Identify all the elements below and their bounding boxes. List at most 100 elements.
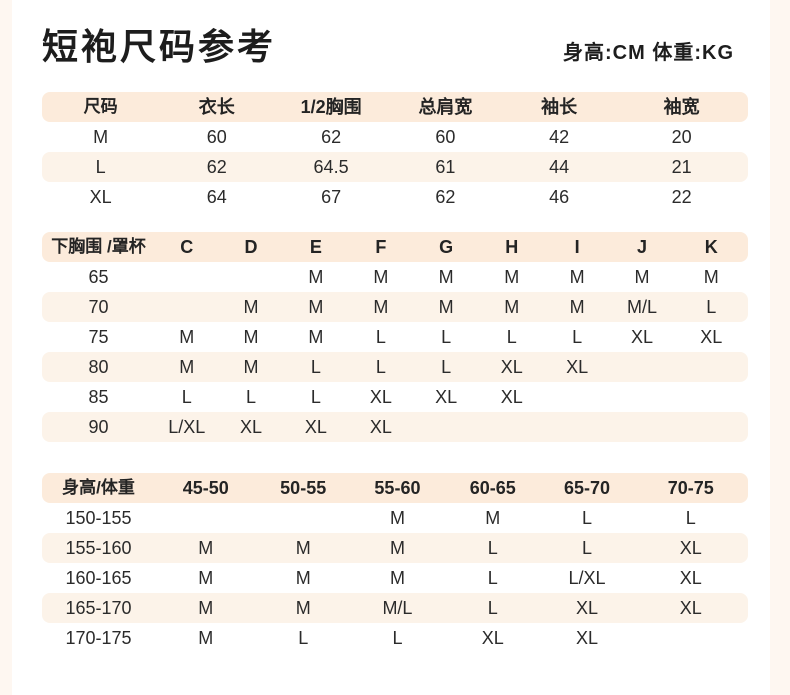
size-cell: XL — [500, 387, 523, 408]
size-cell: L — [413, 352, 479, 383]
column-header: H — [478, 232, 545, 263]
size-cell: L — [674, 292, 748, 323]
size-cell: XL — [369, 387, 392, 408]
size-cell: 64 — [206, 187, 227, 208]
table-row: 90 L/XL XL XL XL — [42, 412, 748, 443]
column-header: C — [154, 232, 219, 263]
column-header: 袖长 — [502, 92, 616, 123]
size-cell: L — [245, 387, 256, 408]
size-cell: L — [441, 327, 452, 348]
size-cell: L — [375, 327, 386, 348]
size-cell — [609, 412, 675, 443]
table-row: XL 64 67 62 46 22 — [42, 182, 748, 212]
size-cell: M — [544, 292, 610, 323]
size-cell — [544, 412, 610, 443]
size-cell: L — [348, 352, 414, 383]
underbust-cup-table: 下胸围 /罩杯 C D E F G H I J K 65 M M M M M M M 70 M M M M M M M/L L 75 M… — [42, 232, 748, 443]
size-cell: L — [506, 327, 517, 348]
size-cell: M — [243, 327, 259, 348]
size-cell: M — [308, 267, 324, 288]
unit-note: 身高:CM 体重:KG — [563, 42, 734, 64]
size-cell: XL — [218, 412, 284, 443]
row-label: 80 — [42, 352, 155, 383]
size-chart-card: 短袍尺码参考 身高:CM 体重:KG 尺码 衣长 1/2胸围 总肩宽 袖长 袖宽 M 60 62… — [12, 0, 770, 695]
table-row: 150-155 M M L L — [42, 503, 748, 533]
size-cell: XL — [481, 628, 504, 649]
garment-measurements-table: 尺码 衣长 1/2胸围 总肩宽 袖长 袖宽 M 60 62 60 42 20 L 62 64.5 61 44 21… — [42, 92, 748, 212]
size-cell: M — [438, 267, 454, 288]
size-cell: M — [154, 593, 257, 624]
size-cell: M — [198, 628, 214, 649]
column-header: 下胸围 /罩杯 — [42, 232, 155, 263]
size-cell: M — [389, 508, 405, 529]
size-cell: L/XL — [568, 568, 606, 589]
size-cell — [218, 262, 283, 292]
size-cell — [155, 262, 219, 292]
size-cell: M — [283, 292, 349, 323]
size-cell: 60 — [435, 127, 456, 148]
size-cell: M/L — [609, 292, 675, 323]
size-cell — [413, 412, 479, 443]
size-cell: XL — [540, 593, 634, 624]
size-cell — [155, 503, 257, 533]
row-label: 90 — [42, 412, 155, 443]
table-row: 85 L L L XL XL XL — [42, 382, 748, 412]
size-cell: L — [445, 593, 541, 624]
size-cell: M — [198, 568, 214, 589]
table-row: 165-170 M M M/L L XL XL — [42, 593, 748, 624]
size-cell: M — [703, 267, 719, 288]
size-cell: L — [181, 387, 192, 408]
size-cell: M — [413, 292, 479, 323]
size-cell: 20 — [671, 127, 692, 148]
size-cell: M — [295, 568, 311, 589]
size-cell: M — [256, 593, 350, 624]
column-header: 1/2胸围 — [274, 92, 388, 123]
size-cell: 21 — [615, 152, 748, 183]
column-header: F — [348, 232, 414, 263]
column-header: 70-75 — [633, 473, 748, 504]
column-header: E — [283, 232, 349, 263]
size-cell: XL — [633, 533, 748, 564]
size-cell: L — [572, 327, 583, 348]
size-cell: 62 — [435, 187, 456, 208]
row-label: 160-165 — [65, 568, 132, 589]
size-cell — [154, 292, 219, 323]
table-row: 75 M M M L L L L XL XL — [42, 322, 748, 352]
size-cell: XL — [283, 412, 349, 443]
size-cell: XL — [435, 387, 458, 408]
size-cell: XL — [348, 412, 414, 443]
size-cell — [257, 503, 350, 533]
size-cell — [674, 382, 748, 412]
size-cell — [609, 352, 675, 383]
size-cell: L — [298, 628, 309, 649]
column-header: K — [674, 232, 748, 263]
size-cell: 60 — [206, 127, 227, 148]
size-cell: L — [540, 533, 634, 564]
size-cell — [545, 382, 610, 412]
size-cell: XL — [679, 568, 702, 589]
row-label: 85 — [88, 387, 109, 408]
row-label: L — [42, 152, 160, 183]
row-label: 150-155 — [65, 508, 132, 529]
table-row: 70 M M M M M M M/L L — [42, 292, 748, 323]
column-header: 45-50 — [154, 473, 257, 504]
size-cell: M — [389, 568, 405, 589]
column-header: 身高/体重 — [42, 473, 155, 504]
table-row: L 62 64.5 61 44 21 — [42, 152, 748, 183]
size-cell: XL — [631, 327, 654, 348]
size-cell: M — [634, 267, 650, 288]
column-header: 总肩宽 — [387, 92, 503, 123]
size-cell: M — [154, 533, 257, 564]
column-header: 50-55 — [256, 473, 350, 504]
column-header: 65-70 — [540, 473, 634, 504]
size-cell: M — [485, 508, 501, 529]
row-label: 170-175 — [65, 628, 132, 649]
size-cell: M — [373, 267, 389, 288]
row-label: 65 — [88, 267, 109, 288]
height-weight-table: 身高/体重 45-50 50-55 55-60 60-65 65-70 70-75 150-1… — [42, 473, 748, 653]
table-row: 65 M M M M M M M — [42, 262, 748, 292]
size-cell: L — [487, 568, 498, 589]
row-label: 70 — [42, 292, 155, 323]
size-cell: M — [348, 292, 414, 323]
table-row: 155-160 M M M L L XL — [42, 533, 748, 564]
